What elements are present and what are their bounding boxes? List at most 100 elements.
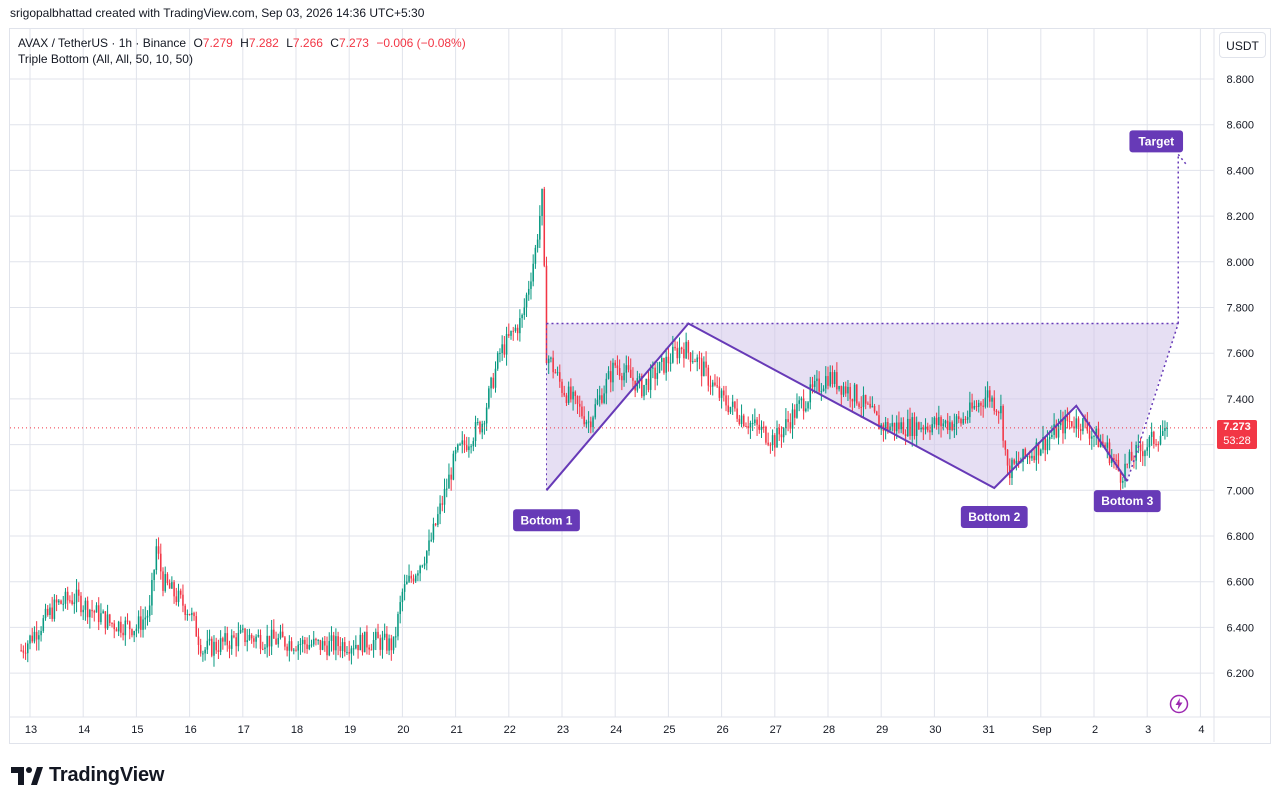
- candle-body: [301, 639, 304, 644]
- price-tick-label: 7.800: [1226, 303, 1254, 315]
- candle-body: [293, 649, 295, 651]
- candle-body: [131, 629, 133, 636]
- candle-body: [638, 376, 641, 379]
- candle-body: [765, 426, 767, 443]
- candle-body: [496, 353, 499, 369]
- candle-body: [601, 395, 603, 403]
- candle-body: [53, 599, 56, 619]
- candle-body: [370, 649, 373, 651]
- candle-body: [514, 327, 517, 331]
- candle-body: [372, 639, 375, 650]
- candle-body: [1037, 442, 1040, 456]
- candle-body: [530, 281, 532, 289]
- candle-body: [239, 629, 242, 633]
- candle-body: [694, 361, 696, 363]
- candle-body: [306, 644, 308, 649]
- time-tick-label: 21: [450, 724, 462, 736]
- candle-body: [1088, 430, 1091, 439]
- candle-body: [756, 419, 758, 425]
- candle-body: [437, 514, 439, 525]
- brand-footer[interactable]: TradingView: [11, 764, 164, 787]
- candle-body: [166, 574, 169, 584]
- candle-body: [22, 650, 25, 653]
- low-label: L: [286, 36, 293, 50]
- high-value: 7.282: [248, 36, 279, 50]
- candle-body: [716, 385, 718, 387]
- candle-body: [674, 346, 676, 349]
- candle-body: [652, 367, 654, 369]
- candle-body: [343, 642, 346, 653]
- candle-body: [683, 349, 685, 359]
- candle-body: [700, 358, 703, 377]
- candle-body: [660, 357, 663, 363]
- candle-body: [842, 386, 845, 395]
- candle-body: [361, 634, 364, 653]
- candle-body: [958, 416, 960, 419]
- candle-body: [1057, 425, 1060, 438]
- candle-body: [430, 539, 432, 541]
- currency-button[interactable]: USDT: [1219, 32, 1266, 58]
- symbol-info[interactable]: AVAX / TetherUS · 1h · Binance: [18, 36, 187, 50]
- candle-body: [534, 247, 537, 264]
- candle-body: [266, 635, 268, 648]
- candle-body: [439, 503, 441, 515]
- bottom-1-label-text: Bottom 1: [520, 513, 572, 527]
- candle-body: [173, 582, 175, 597]
- time-tick-label: 27: [770, 724, 782, 736]
- candle-body: [853, 384, 856, 402]
- candle-body: [319, 639, 322, 650]
- candle-body: [559, 372, 561, 382]
- candle-body: [1093, 435, 1095, 437]
- candle-body: [875, 411, 878, 416]
- candle-body: [563, 392, 565, 396]
- candle-body: [621, 375, 623, 381]
- candle-body: [898, 422, 900, 430]
- candle-body: [831, 372, 834, 385]
- candle-body: [818, 378, 820, 392]
- candle-body: [144, 617, 147, 620]
- candle-body: [1053, 424, 1055, 435]
- candle-body: [151, 580, 153, 606]
- candle-body: [1146, 447, 1148, 451]
- candle-body: [572, 391, 574, 400]
- candle-body: [1000, 405, 1002, 414]
- candle-body: [993, 397, 996, 411]
- candle-body: [490, 377, 492, 389]
- candle-body: [328, 640, 331, 656]
- candle-body: [204, 649, 206, 654]
- candle-body: [191, 612, 193, 615]
- price-tick-label: 7.600: [1226, 348, 1254, 360]
- candle-body: [472, 440, 475, 447]
- indicator-title[interactable]: Triple Bottom (All, All, 50, 10, 50): [18, 52, 193, 66]
- candle-body: [479, 422, 481, 433]
- candle-body: [171, 582, 173, 589]
- candle-body: [552, 357, 554, 373]
- candle-body: [111, 622, 113, 624]
- candle-body: [1124, 463, 1126, 481]
- candle-body: [820, 390, 823, 392]
- candle-body: [35, 631, 38, 640]
- candle-body: [605, 378, 608, 394]
- candle-body: [1126, 463, 1129, 465]
- candle-body: [698, 357, 701, 359]
- candle-body: [1044, 437, 1047, 451]
- bottom-2-label-bg: [960, 506, 1028, 529]
- candle-body: [222, 638, 224, 642]
- candle-body: [893, 422, 896, 432]
- candle-body: [465, 445, 468, 451]
- tradingview-logo-icon: [11, 766, 43, 785]
- candle-body: [505, 334, 508, 355]
- candle-body: [574, 391, 577, 397]
- candle-body: [228, 645, 231, 649]
- candle-body: [237, 632, 240, 647]
- candle-body: [516, 327, 519, 334]
- candle-body: [603, 393, 605, 403]
- candle-body: [561, 381, 563, 393]
- candle-body: [969, 402, 971, 418]
- lightning-bolt-icon[interactable]: [1169, 694, 1189, 714]
- candle-body: [935, 417, 938, 426]
- candle-body: [1068, 421, 1071, 423]
- candle-body: [849, 386, 851, 400]
- candle-body: [213, 641, 215, 656]
